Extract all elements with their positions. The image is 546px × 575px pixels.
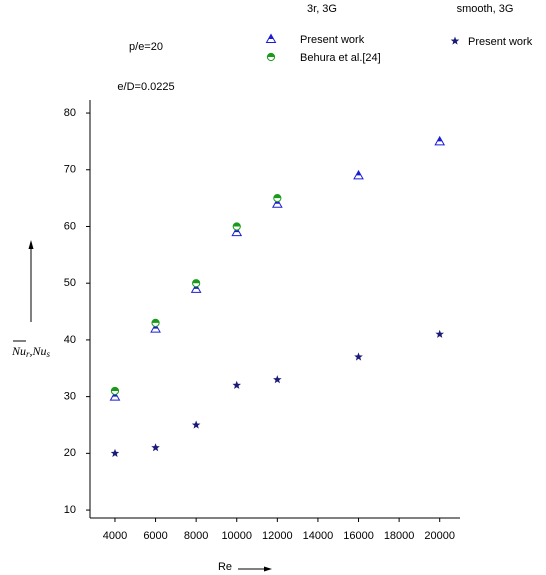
x-tick-label: 20000 (424, 530, 455, 542)
x-tick-label: 10000 (221, 530, 252, 542)
x-tick-label: 14000 (303, 530, 334, 542)
legend-label: Behura et al.[24] (300, 52, 381, 64)
y-label-part: s (47, 349, 51, 359)
marker-fill (354, 352, 363, 361)
legend-label: Present work (300, 34, 365, 46)
marker-fill (273, 375, 282, 384)
y-label-part: Nu (11, 344, 26, 358)
y-axis-label: Nur,Nus (11, 344, 51, 359)
x-axis-label: Re (218, 561, 232, 573)
y-tick-label: 70 (64, 164, 76, 176)
x-tick-label: 12000 (262, 530, 293, 542)
marker-fill (450, 36, 460, 45)
data-point (434, 135, 446, 146)
marker-fill (151, 319, 160, 323)
y-tick-label: 20 (64, 447, 76, 459)
y-tick-label: 40 (64, 334, 76, 346)
legend-label: Present work (468, 36, 533, 48)
y-tick-label: 50 (64, 277, 76, 289)
data-point (354, 352, 363, 361)
legend-title: smooth, 3G (457, 3, 514, 15)
data-point (353, 169, 364, 180)
data-point (273, 375, 282, 384)
y-tick-label: 80 (64, 107, 76, 119)
marker-fill (268, 34, 274, 39)
annotation: e/D=0.0225 (117, 81, 174, 93)
data-point (191, 420, 201, 429)
y-label-part: r (26, 349, 30, 359)
data-point (151, 443, 160, 452)
data-point (435, 329, 444, 338)
marker-fill (191, 420, 201, 429)
marker-fill (267, 53, 275, 57)
marker-fill (232, 380, 241, 389)
marker-fill (111, 387, 119, 391)
x-tick-label: 4000 (103, 530, 127, 542)
legend-marker (450, 36, 460, 45)
y-tick-label: 30 (64, 391, 76, 403)
data-point (110, 448, 120, 457)
data-point (192, 279, 201, 288)
data-point (232, 222, 241, 231)
marker-fill (192, 279, 200, 284)
marker-fill (355, 170, 362, 176)
x-arrow (238, 566, 272, 572)
marker-fill (233, 222, 241, 227)
marker-fill (110, 448, 120, 457)
y-tick-label: 10 (64, 504, 76, 516)
legend-marker (266, 52, 276, 62)
marker-fill (437, 136, 443, 142)
y-label-part: Nu (32, 344, 47, 358)
data-point (273, 194, 282, 203)
data-point (232, 380, 241, 389)
marker-fill (273, 194, 281, 199)
legend-title: 3r, 3G (307, 3, 337, 15)
y-tick-label: 60 (64, 220, 76, 232)
data-point (110, 386, 120, 396)
y-arrow (28, 240, 34, 322)
x-tick-label: 6000 (143, 530, 167, 542)
x-tick-label: 16000 (343, 530, 374, 542)
x-tick-label: 8000 (184, 530, 208, 542)
marker-fill (435, 329, 444, 338)
legend-marker (265, 33, 277, 43)
data-point (151, 318, 160, 327)
x-tick-label: 18000 (384, 530, 415, 542)
annotation: p/e=20 (129, 41, 163, 53)
marker-fill (151, 443, 160, 452)
y-label-part: , (30, 344, 33, 358)
